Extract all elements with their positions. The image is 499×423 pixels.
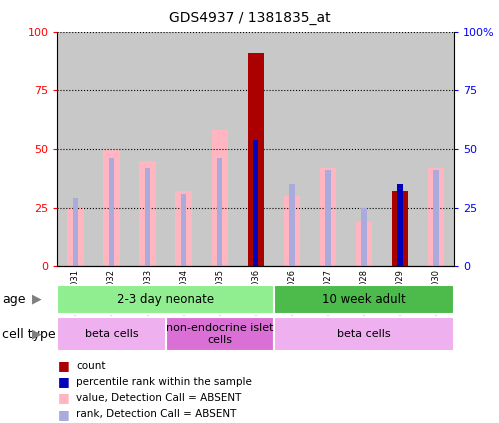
Text: non-endocrine islet
cells: non-endocrine islet cells bbox=[166, 323, 273, 345]
Bar bbox=[176, 191, 192, 266]
Bar bbox=[109, 159, 114, 266]
Bar bbox=[103, 149, 120, 266]
Bar bbox=[67, 208, 83, 266]
Bar bbox=[217, 159, 223, 266]
Bar bbox=[428, 168, 444, 266]
Bar bbox=[325, 170, 330, 266]
Bar bbox=[57, 285, 274, 313]
Bar bbox=[274, 285, 454, 313]
Bar bbox=[274, 317, 454, 351]
Bar bbox=[310, 32, 346, 266]
Bar bbox=[93, 32, 130, 266]
Text: ■: ■ bbox=[57, 376, 69, 388]
Text: rank, Detection Call = ABSENT: rank, Detection Call = ABSENT bbox=[76, 409, 237, 419]
Text: ▶: ▶ bbox=[32, 328, 42, 341]
Bar bbox=[433, 170, 439, 266]
Bar bbox=[382, 32, 418, 266]
Bar bbox=[274, 32, 310, 266]
Bar bbox=[289, 184, 294, 266]
Bar bbox=[212, 130, 228, 266]
Text: cell type: cell type bbox=[2, 328, 56, 341]
Bar bbox=[397, 184, 403, 266]
Text: beta cells: beta cells bbox=[337, 329, 391, 339]
Bar bbox=[145, 168, 150, 266]
Bar bbox=[73, 198, 78, 266]
Text: ▶: ▶ bbox=[32, 293, 42, 305]
Text: ■: ■ bbox=[57, 408, 69, 420]
Bar bbox=[181, 194, 186, 266]
Text: age: age bbox=[2, 293, 26, 305]
Bar bbox=[418, 32, 454, 266]
Bar bbox=[356, 222, 372, 266]
Bar bbox=[392, 191, 408, 266]
Bar bbox=[139, 161, 156, 266]
Text: percentile rank within the sample: percentile rank within the sample bbox=[76, 377, 252, 387]
Bar bbox=[253, 140, 258, 266]
Bar bbox=[284, 196, 300, 266]
Bar bbox=[166, 32, 202, 266]
Bar bbox=[248, 53, 264, 266]
Bar bbox=[361, 208, 367, 266]
Text: beta cells: beta cells bbox=[85, 329, 138, 339]
Text: ■: ■ bbox=[57, 360, 69, 372]
Text: GDS4937 / 1381835_at: GDS4937 / 1381835_at bbox=[169, 11, 330, 25]
Text: ■: ■ bbox=[57, 392, 69, 404]
Text: count: count bbox=[76, 361, 106, 371]
Text: value, Detection Call = ABSENT: value, Detection Call = ABSENT bbox=[76, 393, 242, 403]
Bar bbox=[130, 32, 166, 266]
Bar bbox=[57, 317, 166, 351]
Bar bbox=[320, 168, 336, 266]
Text: 10 week adult: 10 week adult bbox=[322, 293, 406, 306]
Bar bbox=[202, 32, 238, 266]
Bar bbox=[57, 32, 93, 266]
Bar bbox=[346, 32, 382, 266]
Bar bbox=[238, 32, 274, 266]
Bar bbox=[166, 317, 274, 351]
Text: 2-3 day neonate: 2-3 day neonate bbox=[117, 293, 214, 306]
